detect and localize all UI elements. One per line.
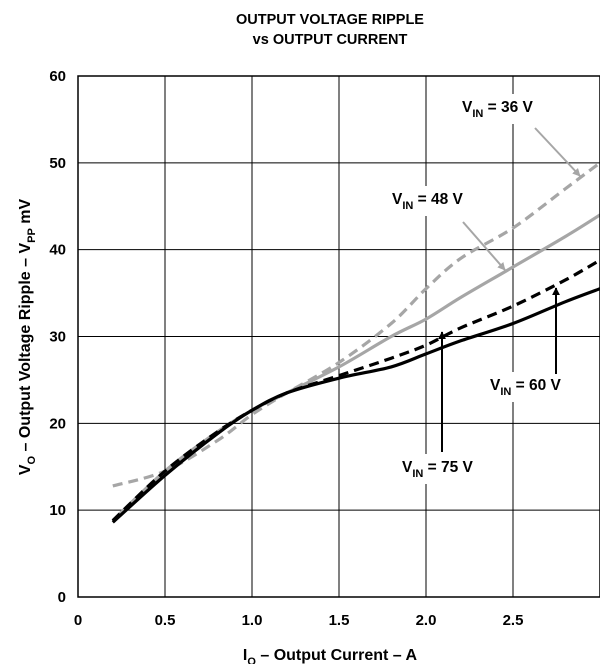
annotation-label: VIN = 48 V — [392, 191, 464, 212]
annotation-arrow — [534, 127, 581, 177]
y-tick-label: 20 — [49, 415, 66, 432]
chart-subtitle: vs OUTPUT CURRENT — [253, 32, 408, 48]
x-tick-label: 2.5 — [503, 612, 524, 629]
y-tick-label: 60 — [49, 68, 66, 85]
y-tick-label: 40 — [49, 242, 66, 259]
grid-lines — [78, 76, 600, 597]
series-line-3 — [111, 287, 600, 524]
annotations: VIN = 36 V VIN = 48 V VIN = 60 V VIN = 75 V — [386, 94, 596, 484]
annotation-label: VIN = 75 V — [402, 459, 474, 480]
annotation-bg — [386, 186, 498, 216]
annotation-bg — [396, 454, 508, 484]
y-tick-label: 0 — [58, 589, 66, 606]
x-tick-label: 0.5 — [155, 612, 176, 629]
chart-title: OUTPUT VOLTAGE RIPPLE — [236, 12, 424, 28]
plot-frame — [77, 75, 600, 598]
series-line-0 — [112, 161, 600, 488]
series-line-2 — [111, 258, 600, 522]
y-axis-ticks: 0 10 20 30 40 50 60 — [49, 68, 66, 606]
series-line-1 — [111, 213, 600, 522]
x-tick-label: 2.0 — [416, 612, 437, 629]
y-tick-label: 10 — [49, 502, 66, 519]
annotation-label: VIN = 60 V — [490, 377, 562, 398]
y-axis-label: VO – Output Voltage Ripple – VPP mV — [17, 199, 38, 476]
annotation-arrow — [462, 221, 506, 271]
y-tick-label: 30 — [49, 329, 66, 346]
x-tick-label: 1.5 — [329, 612, 350, 629]
x-tick-label: 0 — [74, 612, 82, 629]
annotation-bg — [484, 372, 596, 402]
x-tick-label: 1.0 — [242, 612, 263, 629]
data-series — [111, 161, 600, 524]
annotation-bg — [456, 94, 568, 124]
x-axis-ticks: 0 0.5 1.0 1.5 2.0 2.5 — [74, 612, 524, 629]
annotation-label: VIN = 36 V — [462, 99, 534, 120]
y-tick-label: 50 — [49, 155, 66, 172]
x-axis-label: IO – Output Current – A — [243, 647, 418, 664]
